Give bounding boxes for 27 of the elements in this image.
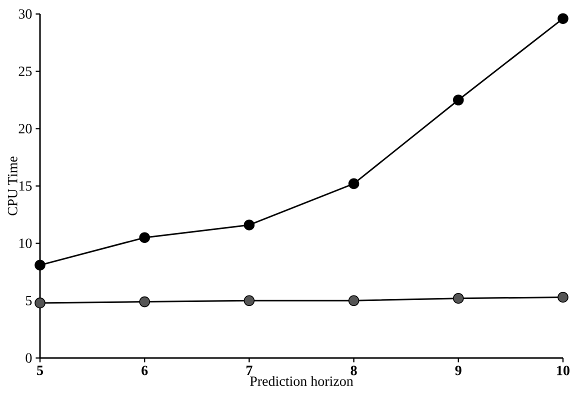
x-tick-label: 8 <box>350 366 357 376</box>
y-tick-label: 20 <box>18 124 32 134</box>
point <box>348 178 360 190</box>
point <box>348 295 360 306</box>
point <box>244 295 255 306</box>
y-tick-label: 10 <box>19 238 32 248</box>
y-tick-label: 30 <box>18 9 32 19</box>
x-tick-label: 6 <box>142 366 148 376</box>
y-tick-label: 15 <box>19 181 32 191</box>
point <box>558 292 568 303</box>
point <box>139 296 150 308</box>
point <box>452 292 464 304</box>
point <box>558 13 568 24</box>
x-tick-label: 10 <box>557 366 570 376</box>
y-axis-title: CPU Time <box>8 156 18 216</box>
point <box>244 220 255 230</box>
y-tick-label: 5 <box>26 296 32 306</box>
point <box>34 260 46 271</box>
y-tick-label: 0 <box>26 353 32 363</box>
x-tick-label: 5 <box>37 366 43 376</box>
x-tick-label: 9 <box>455 366 462 376</box>
y-tick-label: 25 <box>18 66 32 76</box>
x-tick-label: 7 <box>246 366 252 375</box>
point <box>452 94 464 106</box>
point <box>34 298 46 308</box>
point <box>139 232 150 243</box>
x-axis-title: Prediction horizon <box>250 376 354 386</box>
